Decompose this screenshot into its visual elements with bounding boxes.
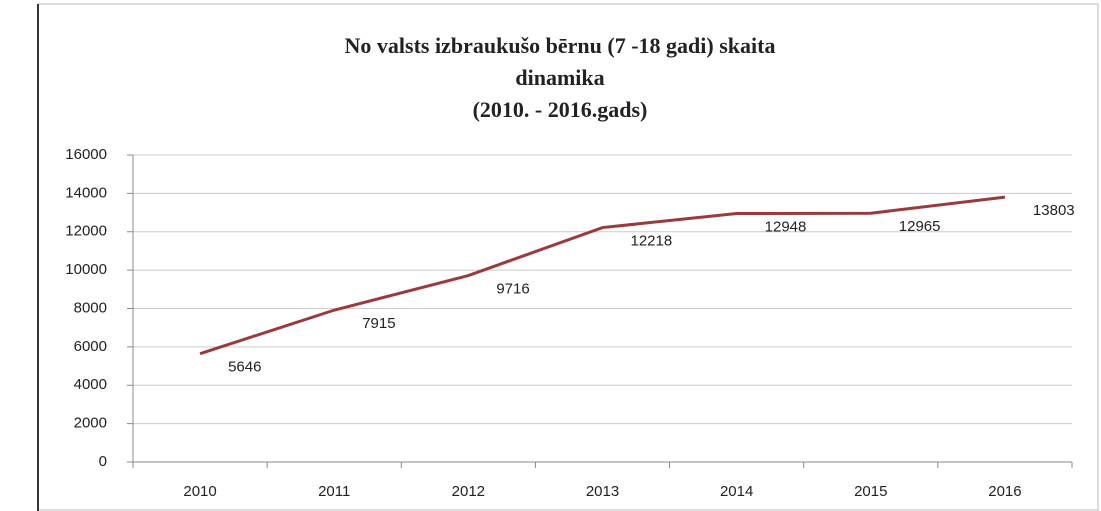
- chart-title: dinamika: [515, 65, 604, 90]
- data-label: 9716: [496, 281, 529, 298]
- y-tick-label: 2000: [74, 415, 107, 432]
- data-line: [199, 195, 1006, 356]
- chart-title: (2010. - 2016.gads): [473, 97, 648, 122]
- data-label: 7915: [362, 315, 395, 332]
- data-label: 12218: [631, 233, 673, 250]
- y-tick-label: 6000: [74, 338, 107, 355]
- x-tick-label: 2011: [318, 483, 350, 500]
- y-tick-label: 8000: [74, 299, 107, 316]
- chart-frame: [37, 3, 1099, 511]
- data-label: 5646: [228, 359, 261, 376]
- y-tick-label: 16000: [65, 146, 107, 163]
- data-label: 13803: [1033, 202, 1075, 219]
- y-tick-label: 0: [99, 453, 107, 470]
- y-tick-label: 4000: [74, 376, 107, 393]
- y-tick-label: 14000: [65, 184, 107, 201]
- x-tick-label: 2013: [586, 483, 619, 500]
- y-tick-label: 10000: [65, 261, 107, 278]
- x-tick-label: 2012: [452, 483, 485, 500]
- x-tick-label: 2016: [988, 483, 1021, 500]
- x-tick-label: 2010: [183, 483, 216, 500]
- x-tick-label: 2014: [720, 483, 753, 500]
- data-label: 12948: [765, 219, 807, 236]
- data-label: 12965: [899, 218, 941, 235]
- y-tick-label: 12000: [65, 223, 107, 240]
- x-tick-label: 2015: [854, 483, 887, 500]
- chart-title: No valsts izbraukušo bērnu (7 -18 gadi) …: [345, 33, 776, 58]
